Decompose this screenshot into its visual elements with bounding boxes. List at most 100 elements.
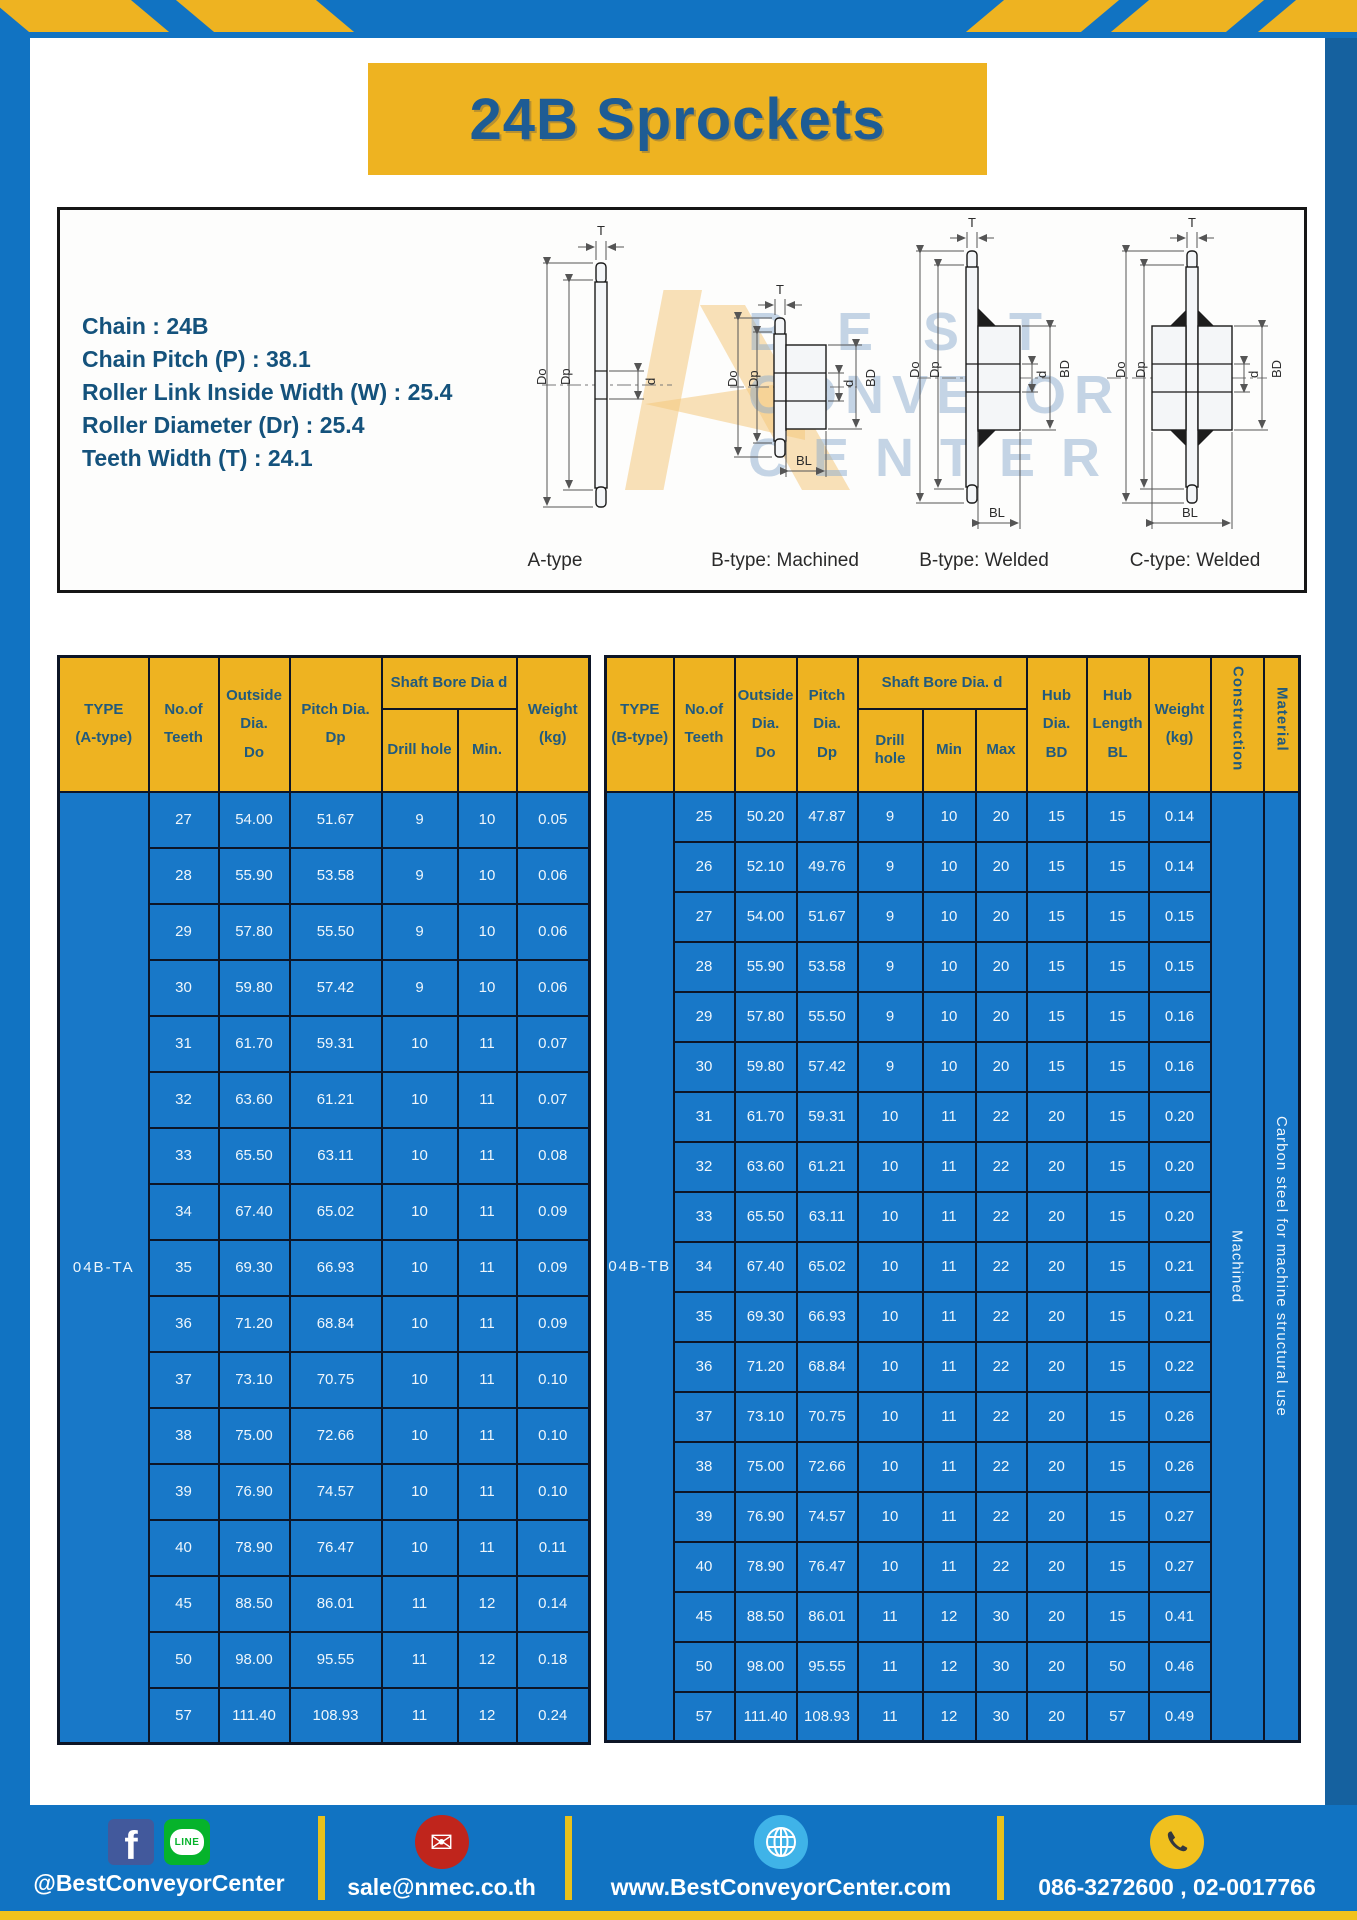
cell: 0.26: [1147, 1390, 1212, 1443]
footer-divider: [318, 1816, 325, 1900]
cell: 10: [380, 1126, 459, 1185]
cell: 10: [380, 1070, 459, 1129]
drawing-a-type: T Do Dp d: [534, 223, 672, 508]
cell: 9: [380, 790, 459, 849]
cell: 98.00: [217, 1630, 291, 1689]
cell: 15: [1085, 990, 1150, 1043]
cell: 49.76: [795, 840, 859, 893]
diagram-box: BEST CONVEYOR CENTER Chain : 24B Chain P…: [57, 207, 1307, 593]
cell: 30: [974, 1640, 1028, 1693]
cell: 20: [1025, 1240, 1088, 1293]
cell: 12: [921, 1590, 977, 1643]
cell: 9: [380, 902, 459, 961]
cell: 69.30: [733, 1290, 798, 1343]
col-header-drill-hole: Drill hole: [380, 707, 459, 793]
cell: 76.90: [217, 1462, 291, 1521]
cell: 20: [1025, 1140, 1088, 1193]
col-header-type: TYPE (B-type): [604, 655, 675, 793]
cell: 32: [672, 1140, 736, 1193]
frame-left: [0, 0, 30, 1920]
cell: 95.55: [795, 1640, 859, 1693]
cell: 10: [856, 1290, 924, 1343]
cell: 63.11: [288, 1126, 383, 1185]
cell: 11: [921, 1290, 977, 1343]
cell: 9: [856, 890, 924, 943]
cell: 71.20: [733, 1340, 798, 1393]
cell: 0.14: [1147, 790, 1212, 843]
cell: 10: [380, 1182, 459, 1241]
cell: 10: [856, 1240, 924, 1293]
table-row: 31 61.70 59.31 10 11 0.07: [59, 1014, 591, 1073]
spec-teeth-width: Teeth Width (T) : 24.1: [82, 445, 313, 471]
cell: 55.90: [733, 940, 798, 993]
cell: 76.47: [288, 1518, 383, 1577]
cell: 45: [147, 1574, 220, 1633]
col-header-hub-length: Hub Length BL: [1085, 655, 1150, 793]
cell: 52.10: [733, 840, 798, 893]
title-banner: 24B Sprockets: [368, 63, 987, 175]
table-row: 34 67.40 65.02 10 11 0.09: [59, 1182, 591, 1241]
frame-top: [0, 0, 1357, 38]
svg-text:Do: Do: [907, 361, 922, 378]
cell: 0.11: [515, 1518, 591, 1577]
table-row: 39 76.90 74.57 10 11 22 20 15 0.27: [606, 1490, 1300, 1543]
cell: 22: [974, 1190, 1028, 1243]
phone-icon: [1150, 1815, 1204, 1869]
footer-divider: [565, 1816, 572, 1900]
page-title: 24B Sprockets: [469, 86, 886, 152]
table-row: 27 54.00 51.67 9 10 20 15 15 0.15: [606, 890, 1300, 943]
cell: 10: [380, 1462, 459, 1521]
cell: 88.50: [733, 1590, 798, 1643]
cell: 0.10: [515, 1462, 591, 1521]
col-header-shaft-bore: Shaft Bore Dia. d: [856, 655, 1028, 710]
construction-value: Machined: [1209, 790, 1265, 1743]
cell: 11: [921, 1090, 977, 1143]
table-row: 04B-TB 25 50.20 47.87 9 10 20 15 15 0.14 Machined C…: [604, 790, 1301, 1743]
cell: 33: [147, 1126, 220, 1185]
col-header-weight: Weight (kg): [515, 655, 591, 793]
cell: 22: [974, 1140, 1028, 1193]
cell: 111.40: [733, 1690, 798, 1743]
cell: 11: [380, 1574, 459, 1633]
col-header-weight: Weight (kg): [1147, 655, 1212, 793]
cell: 26: [672, 840, 736, 893]
cell: 61.70: [733, 1090, 798, 1143]
cell: 88.50: [217, 1574, 291, 1633]
table-row: 29 57.80 55.50 9 10 20 15 15 0.16: [606, 990, 1300, 1043]
cell: 57.42: [288, 958, 383, 1017]
cell: 12: [456, 1574, 518, 1633]
cell: 10: [380, 1238, 459, 1297]
cell: 15: [1085, 1140, 1150, 1193]
cell: 33: [672, 1190, 736, 1243]
cell: 30: [974, 1690, 1028, 1743]
cell: 57: [1085, 1690, 1150, 1743]
spec-roller-dia: Roller Diameter (Dr) : 25.4: [82, 412, 365, 438]
cell: 15: [1085, 940, 1150, 993]
cell: 11: [456, 1238, 518, 1297]
cell: 28: [147, 846, 220, 905]
col-header-hub-dia: Hub Dia. BD: [1025, 655, 1088, 793]
frame-right: [1325, 0, 1357, 1920]
col-header-pitch: Pitch Dia. Dp: [795, 655, 859, 793]
line-icon: LINE: [164, 1819, 210, 1865]
cell: 10: [380, 1350, 459, 1409]
table-row: 37 73.10 70.75 10 11 0.10: [59, 1350, 591, 1409]
cell: 15: [1085, 840, 1150, 893]
cell: 71.20: [217, 1294, 291, 1353]
cell: 57.80: [217, 902, 291, 961]
cell: 53.58: [795, 940, 859, 993]
cell: 55.50: [288, 902, 383, 961]
cell: 69.30: [217, 1238, 291, 1297]
cell: 11: [456, 1406, 518, 1465]
cell: 10: [380, 1406, 459, 1465]
cell: 57.42: [795, 1040, 859, 1093]
svg-text:BL: BL: [1182, 505, 1198, 520]
cell: 10: [856, 1090, 924, 1143]
spec-pitch: Chain Pitch (P) : 38.1: [82, 346, 311, 372]
cell: 25: [672, 790, 736, 843]
table-row: 39 76.90 74.57 10 11 0.10: [59, 1462, 591, 1521]
cell: 0.20: [1147, 1190, 1212, 1243]
corner-stripe: [1110, 0, 1265, 32]
facebook-icon: f: [108, 1819, 154, 1865]
cell: 15: [1085, 1240, 1150, 1293]
